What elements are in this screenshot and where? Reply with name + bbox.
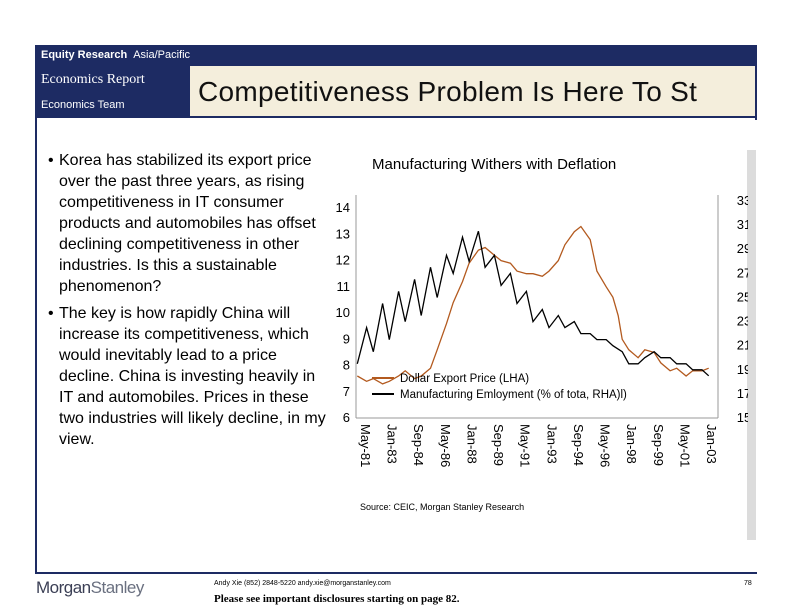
report-info-panel: Economics Report Economics Team xyxy=(35,66,190,118)
logo-stanley: Stanley xyxy=(90,578,145,597)
right-tick-label: 19 xyxy=(737,362,748,377)
header-bar: Equity Research Asia/Pacific xyxy=(35,45,757,66)
series-line-export-price xyxy=(356,225,709,385)
page-title: Competitiveness Problem Is Here To St xyxy=(198,76,698,107)
right-tick-label: 31 xyxy=(737,217,748,232)
x-tick-label: Jan-83 xyxy=(385,424,400,464)
bullet-text: The key is how rapidly China will increa… xyxy=(59,305,326,448)
legend-label: Manufacturing Emloyment (% of tota, RHA)… xyxy=(400,389,627,401)
author-contact: Andy Xie (852) 2848-5220 andy.xie@morgan… xyxy=(214,580,391,587)
legend-label: Dollar Export Price (LHA) xyxy=(400,373,529,385)
x-tick-label: May-96 xyxy=(598,424,613,467)
x-tick-label: Sep-89 xyxy=(491,424,506,466)
equity-research-label: Equity Research xyxy=(41,49,128,61)
bullet-dot: • xyxy=(48,152,54,169)
x-tick-label: Jan-98 xyxy=(624,424,639,464)
frame-left-line xyxy=(35,118,37,573)
x-tick-label: Jan-93 xyxy=(544,424,559,464)
x-tick-label: Jan-03 xyxy=(704,424,719,464)
x-tick-label: Sep-94 xyxy=(571,424,586,466)
page-number: 78 xyxy=(744,580,752,587)
bullet-list: • Korea has stabilized its export price o… xyxy=(48,150,333,456)
right-tick-label: 23 xyxy=(737,314,748,329)
x-tick-label: Jan-88 xyxy=(464,424,479,464)
x-tick-label: Sep-84 xyxy=(411,424,426,466)
morgan-stanley-logo: MorganStanley xyxy=(36,578,144,598)
title-box: Competitiveness Problem Is Here To St xyxy=(190,66,757,118)
line-chart: 6 7 8 9 10 11 12 13 14 15 17 19 21 23 25 27 29 31 33 May-81… xyxy=(336,193,748,467)
right-tick-label: 33 xyxy=(737,193,748,208)
x-tick-label: Sep-99 xyxy=(651,424,666,466)
left-tick-label: 7 xyxy=(343,384,350,399)
team-name: Economics Team xyxy=(41,99,125,111)
frame-right-stripe xyxy=(755,45,757,120)
bullet-dot: • xyxy=(48,305,54,322)
logo-morgan: Morgan xyxy=(36,578,91,597)
left-tick-label: 9 xyxy=(343,331,350,346)
x-tick-label: May-01 xyxy=(677,424,692,467)
bullet-item: • Korea has stabilized its export price o… xyxy=(48,150,333,297)
left-tick-label: 10 xyxy=(336,305,350,320)
frame-bottom-line xyxy=(35,572,757,574)
bullet-text: Korea has stabilized its export price ov… xyxy=(59,152,316,295)
chart-title: Manufacturing Withers with Deflation xyxy=(372,156,617,173)
bullet-item: • The key is how rapidly China will incre… xyxy=(48,303,333,450)
left-tick-label: 13 xyxy=(336,226,350,241)
x-tick-label: May-91 xyxy=(518,424,533,467)
left-tick-label: 14 xyxy=(336,200,350,215)
right-tick-label: 29 xyxy=(737,241,748,256)
series-line-employment xyxy=(356,231,710,377)
x-tick-label: May-86 xyxy=(438,424,453,467)
x-tick-label: May-81 xyxy=(358,424,373,467)
right-tick-label: 25 xyxy=(737,289,748,304)
report-type: Economics Report xyxy=(41,72,145,87)
disclosure-note: Please see important disclosures startin… xyxy=(214,593,460,605)
left-tick-label: 12 xyxy=(336,253,350,268)
right-tick-label: 21 xyxy=(737,338,748,353)
left-tick-label: 6 xyxy=(343,410,350,425)
source-note: Source: CEIC, Morgan Stanley Research xyxy=(360,502,525,512)
frame-shadow xyxy=(747,150,756,540)
right-tick-label: 15 xyxy=(737,410,748,425)
right-tick-label: 17 xyxy=(737,386,748,401)
region-label: Asia/Pacific xyxy=(133,49,191,61)
left-tick-label: 8 xyxy=(343,358,350,373)
right-tick-label: 27 xyxy=(737,265,748,280)
left-tick-label: 11 xyxy=(337,279,351,294)
